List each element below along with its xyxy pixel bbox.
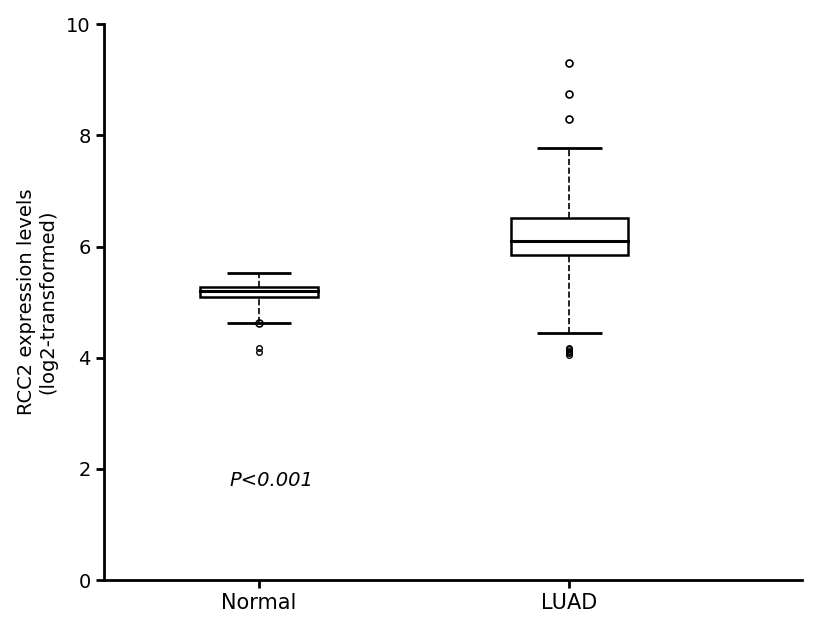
Y-axis label: RCC2 expression levels
(log2-transformed): RCC2 expression levels (log2-transformed…	[16, 189, 57, 415]
Bar	[200, 287, 318, 297]
Bar	[510, 217, 628, 255]
Text: P<0.001: P<0.001	[229, 471, 314, 490]
